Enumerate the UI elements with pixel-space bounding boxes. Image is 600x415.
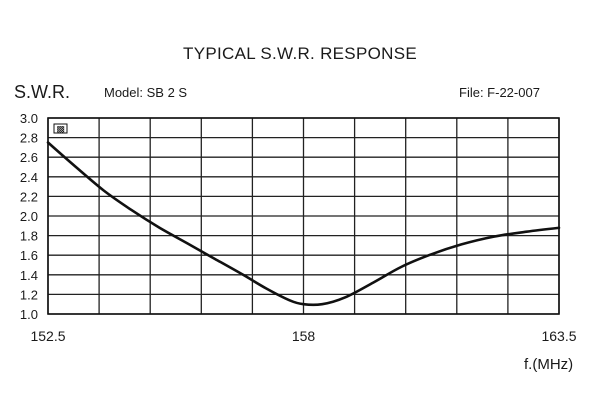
y-tick-label-1: 1.2 — [20, 287, 38, 302]
y-tick-labels: 1.0 1.2 1.4 1.6 1.8 2.0 2.2 2.4 2.6 2.8 3.0 — [20, 111, 38, 322]
y-tick-label-0: 1.0 — [20, 307, 38, 322]
plot-frame — [47, 117, 560, 315]
corner-mark: ▩ — [53, 123, 68, 135]
y-tick-label-9: 2.8 — [20, 131, 38, 146]
y-tick-label-6: 2.2 — [20, 189, 38, 204]
y-tick-label-10: 3.0 — [20, 111, 38, 126]
grid-lines — [47, 117, 560, 315]
x-tick-label-1: 158 — [292, 328, 316, 344]
x-tick-label-0: 152.5 — [30, 328, 65, 344]
x-axis-label: f.(MHz) — [524, 356, 574, 373]
swr-series-line — [46, 141, 561, 307]
y-tick-label-7: 2.4 — [20, 170, 38, 185]
file-text: File: F-22-007 — [459, 85, 540, 100]
x-tick-labels: 152.5 158 163.5 — [30, 328, 576, 344]
y-axis-label: S.W.R. — [14, 82, 71, 102]
y-tick-label-2: 1.4 — [20, 268, 38, 283]
chart-title: TYPICAL S.W.R. RESPONSE — [183, 44, 417, 63]
y-tick-label-4: 1.8 — [20, 229, 38, 244]
x-tick-label-2: 163.5 — [541, 328, 576, 344]
model-text: Model: SB 2 S — [104, 85, 188, 100]
y-tick-label-8: 2.6 — [20, 150, 38, 165]
corner-mark-text: ▩ — [56, 125, 65, 135]
y-tick-label-3: 1.6 — [20, 248, 38, 263]
y-tick-label-5: 2.0 — [20, 209, 38, 224]
